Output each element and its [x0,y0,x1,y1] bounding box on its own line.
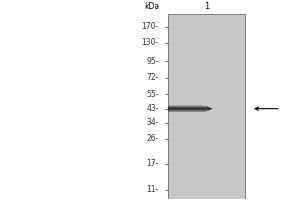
Text: kDa: kDa [144,2,159,11]
Text: 17-: 17- [146,159,159,168]
Text: 72-: 72- [146,73,159,82]
Text: 130-: 130- [142,38,159,47]
Text: 55-: 55- [146,90,159,99]
Text: 95-: 95- [146,57,159,66]
Text: 43-: 43- [146,104,159,113]
Text: 34-: 34- [146,118,159,127]
Text: 1: 1 [204,2,209,11]
Text: 26-: 26- [146,134,159,143]
Bar [168,14,245,199]
Text: 170-: 170- [142,22,159,31]
Text: 11-: 11- [147,185,159,194]
